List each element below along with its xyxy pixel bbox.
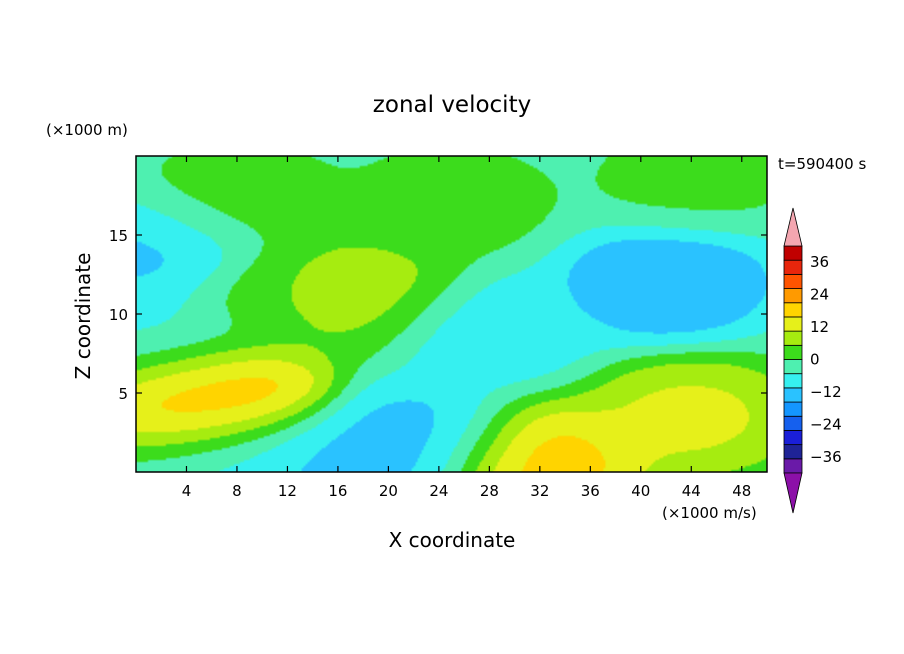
colorbar-swatch: [783, 330, 803, 346]
colorbar-under-triangle: [783, 472, 803, 514]
x-unit-label: (×1000 m/s): [662, 504, 757, 522]
x-tick-label: 12: [278, 482, 297, 500]
x-tick-label: 36: [581, 482, 600, 500]
colorbar-tick-label: 12: [810, 318, 829, 336]
contour-image: [136, 156, 767, 472]
colorbar-swatch: [783, 401, 803, 417]
contour-field: [136, 156, 767, 472]
x-tick-label: 40: [631, 482, 650, 500]
colorbar-tick-label: 0: [810, 351, 820, 369]
y-tick-label: 10: [109, 306, 128, 324]
colorbar-swatch: [783, 259, 803, 275]
colorbar-swatch: [783, 415, 803, 431]
x-tick-label: 4: [182, 482, 192, 500]
colorbar-swatch: [783, 302, 803, 318]
colorbar-swatch: [783, 245, 803, 261]
x-tick-label: 32: [530, 482, 549, 500]
y-tick-label: 5: [118, 385, 128, 403]
colorbar-tick-label: 24: [810, 286, 829, 304]
colorbar-swatch: [783, 373, 803, 389]
colorbar-swatch: [783, 458, 803, 474]
colorbar: 36 24 12 0 −12 −24 −36: [783, 207, 842, 514]
y-axis-label: Z coordinate: [71, 253, 95, 380]
colorbar-swatch: [783, 387, 803, 403]
x-tick-label: 28: [480, 482, 499, 500]
colorbar-swatch: [783, 316, 803, 332]
colorbar-swatch: [783, 444, 803, 460]
colorbar-swatch: [783, 273, 803, 289]
colorbar-swatch: [783, 288, 803, 304]
time-label: t=590400 s: [778, 155, 866, 173]
x-tick-label: 16: [328, 482, 347, 500]
colorbar-tick-label: −12: [810, 383, 842, 401]
colorbar-swatch: [783, 344, 803, 360]
colorbar-swatch: [783, 430, 803, 446]
y-unit-label: (×1000 m): [46, 121, 128, 139]
x-tick-label: 8: [232, 482, 242, 500]
y-tick-label: 15: [109, 227, 128, 245]
colorbar-tick-label: 36: [810, 253, 829, 271]
colorbar-tick-label: −24: [810, 415, 842, 433]
x-tick-label: 44: [682, 482, 701, 500]
x-tick-label: 48: [732, 482, 751, 500]
x-tick-label: 20: [379, 482, 398, 500]
x-axis-label: X coordinate: [389, 528, 516, 552]
x-tick-label: 24: [429, 482, 448, 500]
chart-title: zonal velocity: [373, 92, 531, 118]
colorbar-over-triangle: [783, 207, 803, 247]
colorbar-swatch: [783, 359, 803, 375]
colorbar-tick-label: −36: [810, 448, 842, 466]
